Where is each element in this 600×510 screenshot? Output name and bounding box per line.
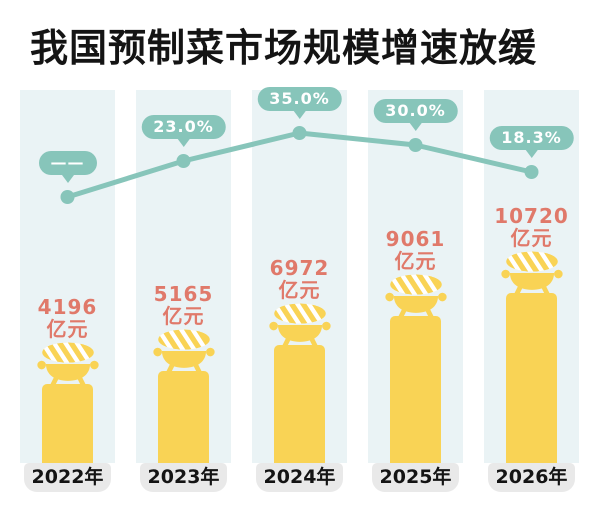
value-unit-label: 亿元 — [278, 278, 321, 302]
value-number: 4196 — [37, 295, 98, 319]
growth-rate-bubble-2023年: 23.0% — [141, 115, 226, 147]
growth-rate-bubble-2025年: 30.0% — [373, 99, 458, 131]
market-size-value-2022年: 4196 亿元 — [20, 296, 115, 340]
value-unit-label: 亿元 — [394, 249, 437, 273]
grill-pot-icon — [500, 251, 563, 299]
grill-pot-icon — [152, 329, 215, 377]
year-label-2024年: 2024年 — [256, 463, 343, 492]
value-unit-label: 亿元 — [162, 304, 205, 328]
year-label-2022年: 2022年 — [24, 463, 111, 492]
value-number: 9061 — [385, 227, 446, 251]
value-number: 10720 — [494, 204, 569, 228]
value-number: 5165 — [153, 282, 214, 306]
value-unit-label: 亿元 — [510, 226, 553, 250]
growth-rate-bubble-2022年: —— — [38, 151, 97, 183]
grill-pot-icon — [268, 303, 331, 351]
market-size-value-2026年: 10720 亿元 — [484, 205, 579, 249]
grill-icon-slot-2026年 — [500, 251, 563, 299]
year-label-2025年: 2025年 — [372, 463, 459, 492]
market-size-bar-2023年 — [158, 371, 209, 463]
grill-icon-slot-2024年 — [268, 303, 331, 351]
market-size-bar-2024年 — [274, 345, 325, 463]
grill-icon-slot-2025年 — [384, 274, 447, 322]
market-size-value-2025年: 9061 亿元 — [368, 228, 463, 272]
chart-title: 我国预制菜市场规模增速放缓 — [30, 26, 538, 70]
value-number: 6972 — [269, 256, 330, 280]
year-label-2026年: 2026年 — [488, 463, 575, 492]
grill-icon-slot-2023年 — [152, 329, 215, 377]
market-size-bar-2026年 — [506, 293, 557, 463]
growth-rate-bubble-2026年: 18.3% — [489, 126, 574, 158]
market-size-value-2024年: 6972 亿元 — [252, 257, 347, 301]
market-size-bar-2022年 — [42, 384, 93, 463]
market-size-value-2023年: 5165 亿元 — [136, 283, 231, 327]
grill-pot-icon — [384, 274, 447, 322]
grill-pot-icon — [36, 342, 99, 390]
market-size-bar-2025年 — [390, 316, 441, 463]
grill-icon-slot-2022年 — [36, 342, 99, 390]
year-label-2023年: 2023年 — [140, 463, 227, 492]
value-unit-label: 亿元 — [46, 317, 89, 341]
growth-rate-bubble-2024年: 35.0% — [257, 87, 342, 119]
